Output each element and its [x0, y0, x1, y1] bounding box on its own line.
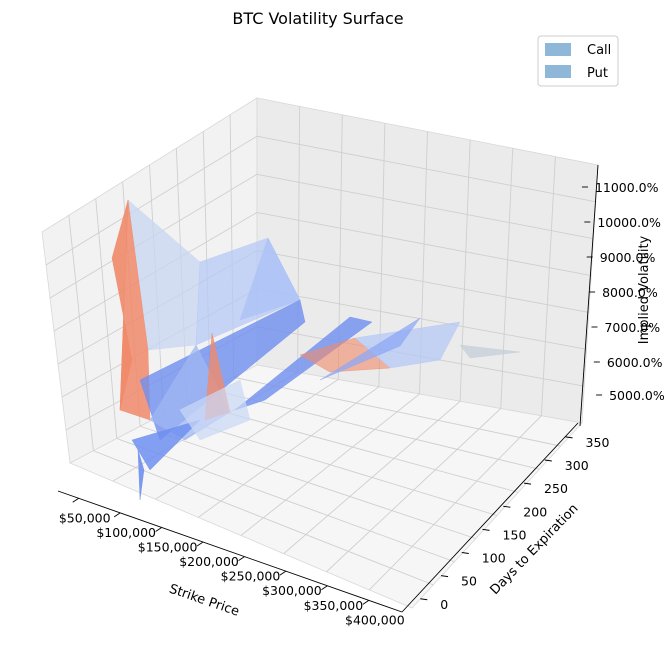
- x-tick-label: $200,000: [179, 554, 239, 569]
- legend-label-call: Call: [587, 43, 611, 58]
- y-tick-label: 0: [440, 597, 448, 612]
- x-tick-mark: [362, 599, 370, 605]
- x-tick-label: $400,000: [345, 612, 405, 627]
- z-tick-label: 10000.0%: [597, 215, 661, 230]
- legend-swatch-put: [545, 65, 571, 78]
- y-tick-label: 300: [565, 458, 589, 473]
- z-tick-label: 7000.0%: [604, 320, 660, 335]
- z-axis-line: [579, 164, 599, 427]
- surface-facet: [239, 237, 301, 321]
- y-tick-mark: [523, 482, 532, 485]
- x-tick-mark: [279, 570, 287, 576]
- axis-edges: [57, 164, 599, 613]
- y-tick-label: 350: [586, 435, 610, 450]
- surface-facet: [137, 449, 145, 501]
- surface-facet: [234, 316, 373, 411]
- x-ticks: $50,000$100,000$150,000$200,000$250,000$…: [59, 497, 405, 627]
- legend-swatch-call: [545, 43, 571, 56]
- x-axis-label: Strike Price: [167, 582, 241, 620]
- y-tick-mark: [482, 528, 490, 531]
- y-tick-label: 100: [482, 551, 506, 566]
- y-tick-mark: [565, 436, 573, 439]
- y-tick-label: 50: [461, 574, 477, 589]
- legend-label-put: Put: [587, 66, 608, 81]
- x-tick-label: $350,000: [304, 598, 364, 613]
- x-axis-line: [57, 490, 403, 613]
- y-tick-mark: [544, 459, 552, 462]
- volatility-surface: [111, 199, 521, 501]
- z-axis-label: Implied Volatility: [637, 235, 652, 344]
- z-tick-label: 11000.0%: [595, 180, 659, 195]
- x-tick-label: $300,000: [262, 583, 322, 598]
- y-tick-label: 250: [544, 481, 568, 496]
- x-tick-mark: [238, 556, 245, 561]
- chart-title: BTC Volatility Surface: [232, 9, 403, 28]
- x-tick-label: $250,000: [221, 569, 281, 584]
- x-tick-mark: [155, 527, 162, 532]
- surface-facet: [354, 321, 461, 369]
- y-tick-mark: [420, 598, 428, 601]
- y-axis-line: [401, 422, 579, 613]
- x-tick-mark: [113, 512, 121, 518]
- surface-facet: [319, 317, 421, 381]
- y-tick-label: 200: [523, 504, 547, 519]
- y-tick-mark: [440, 575, 449, 578]
- z-tick-label: 6000.0%: [607, 355, 663, 370]
- x-tick-label: $50,000: [59, 510, 111, 525]
- y-tick-mark: [461, 552, 469, 554]
- y-tick-label: 150: [503, 527, 527, 542]
- y-tick-mark: [503, 505, 511, 508]
- y-ticks: 0 50 100 150 200 250 300 350: [420, 435, 609, 612]
- x-tick-mark: [321, 585, 328, 591]
- z-tick-label: 8000.0%: [602, 285, 658, 300]
- x-tick-mark: [196, 541, 204, 547]
- surface-facet: [179, 379, 251, 441]
- x-tick-label: $150,000: [138, 539, 198, 554]
- z-tick-label: 5000.0%: [609, 388, 665, 403]
- x-tick-mark: [72, 497, 79, 503]
- z-ticks: 5000.0% 6000.0% 7000.0% 8000.0% 9000.0% 10000…: [581, 180, 665, 403]
- surface-facet: [131, 419, 201, 471]
- x-tick-label: $100,000: [96, 525, 156, 540]
- surface-facet: [459, 344, 521, 359]
- surface-facet: [111, 199, 133, 411]
- legend: Call Put: [537, 35, 619, 87]
- z-tick-label: 9000.0%: [600, 250, 656, 265]
